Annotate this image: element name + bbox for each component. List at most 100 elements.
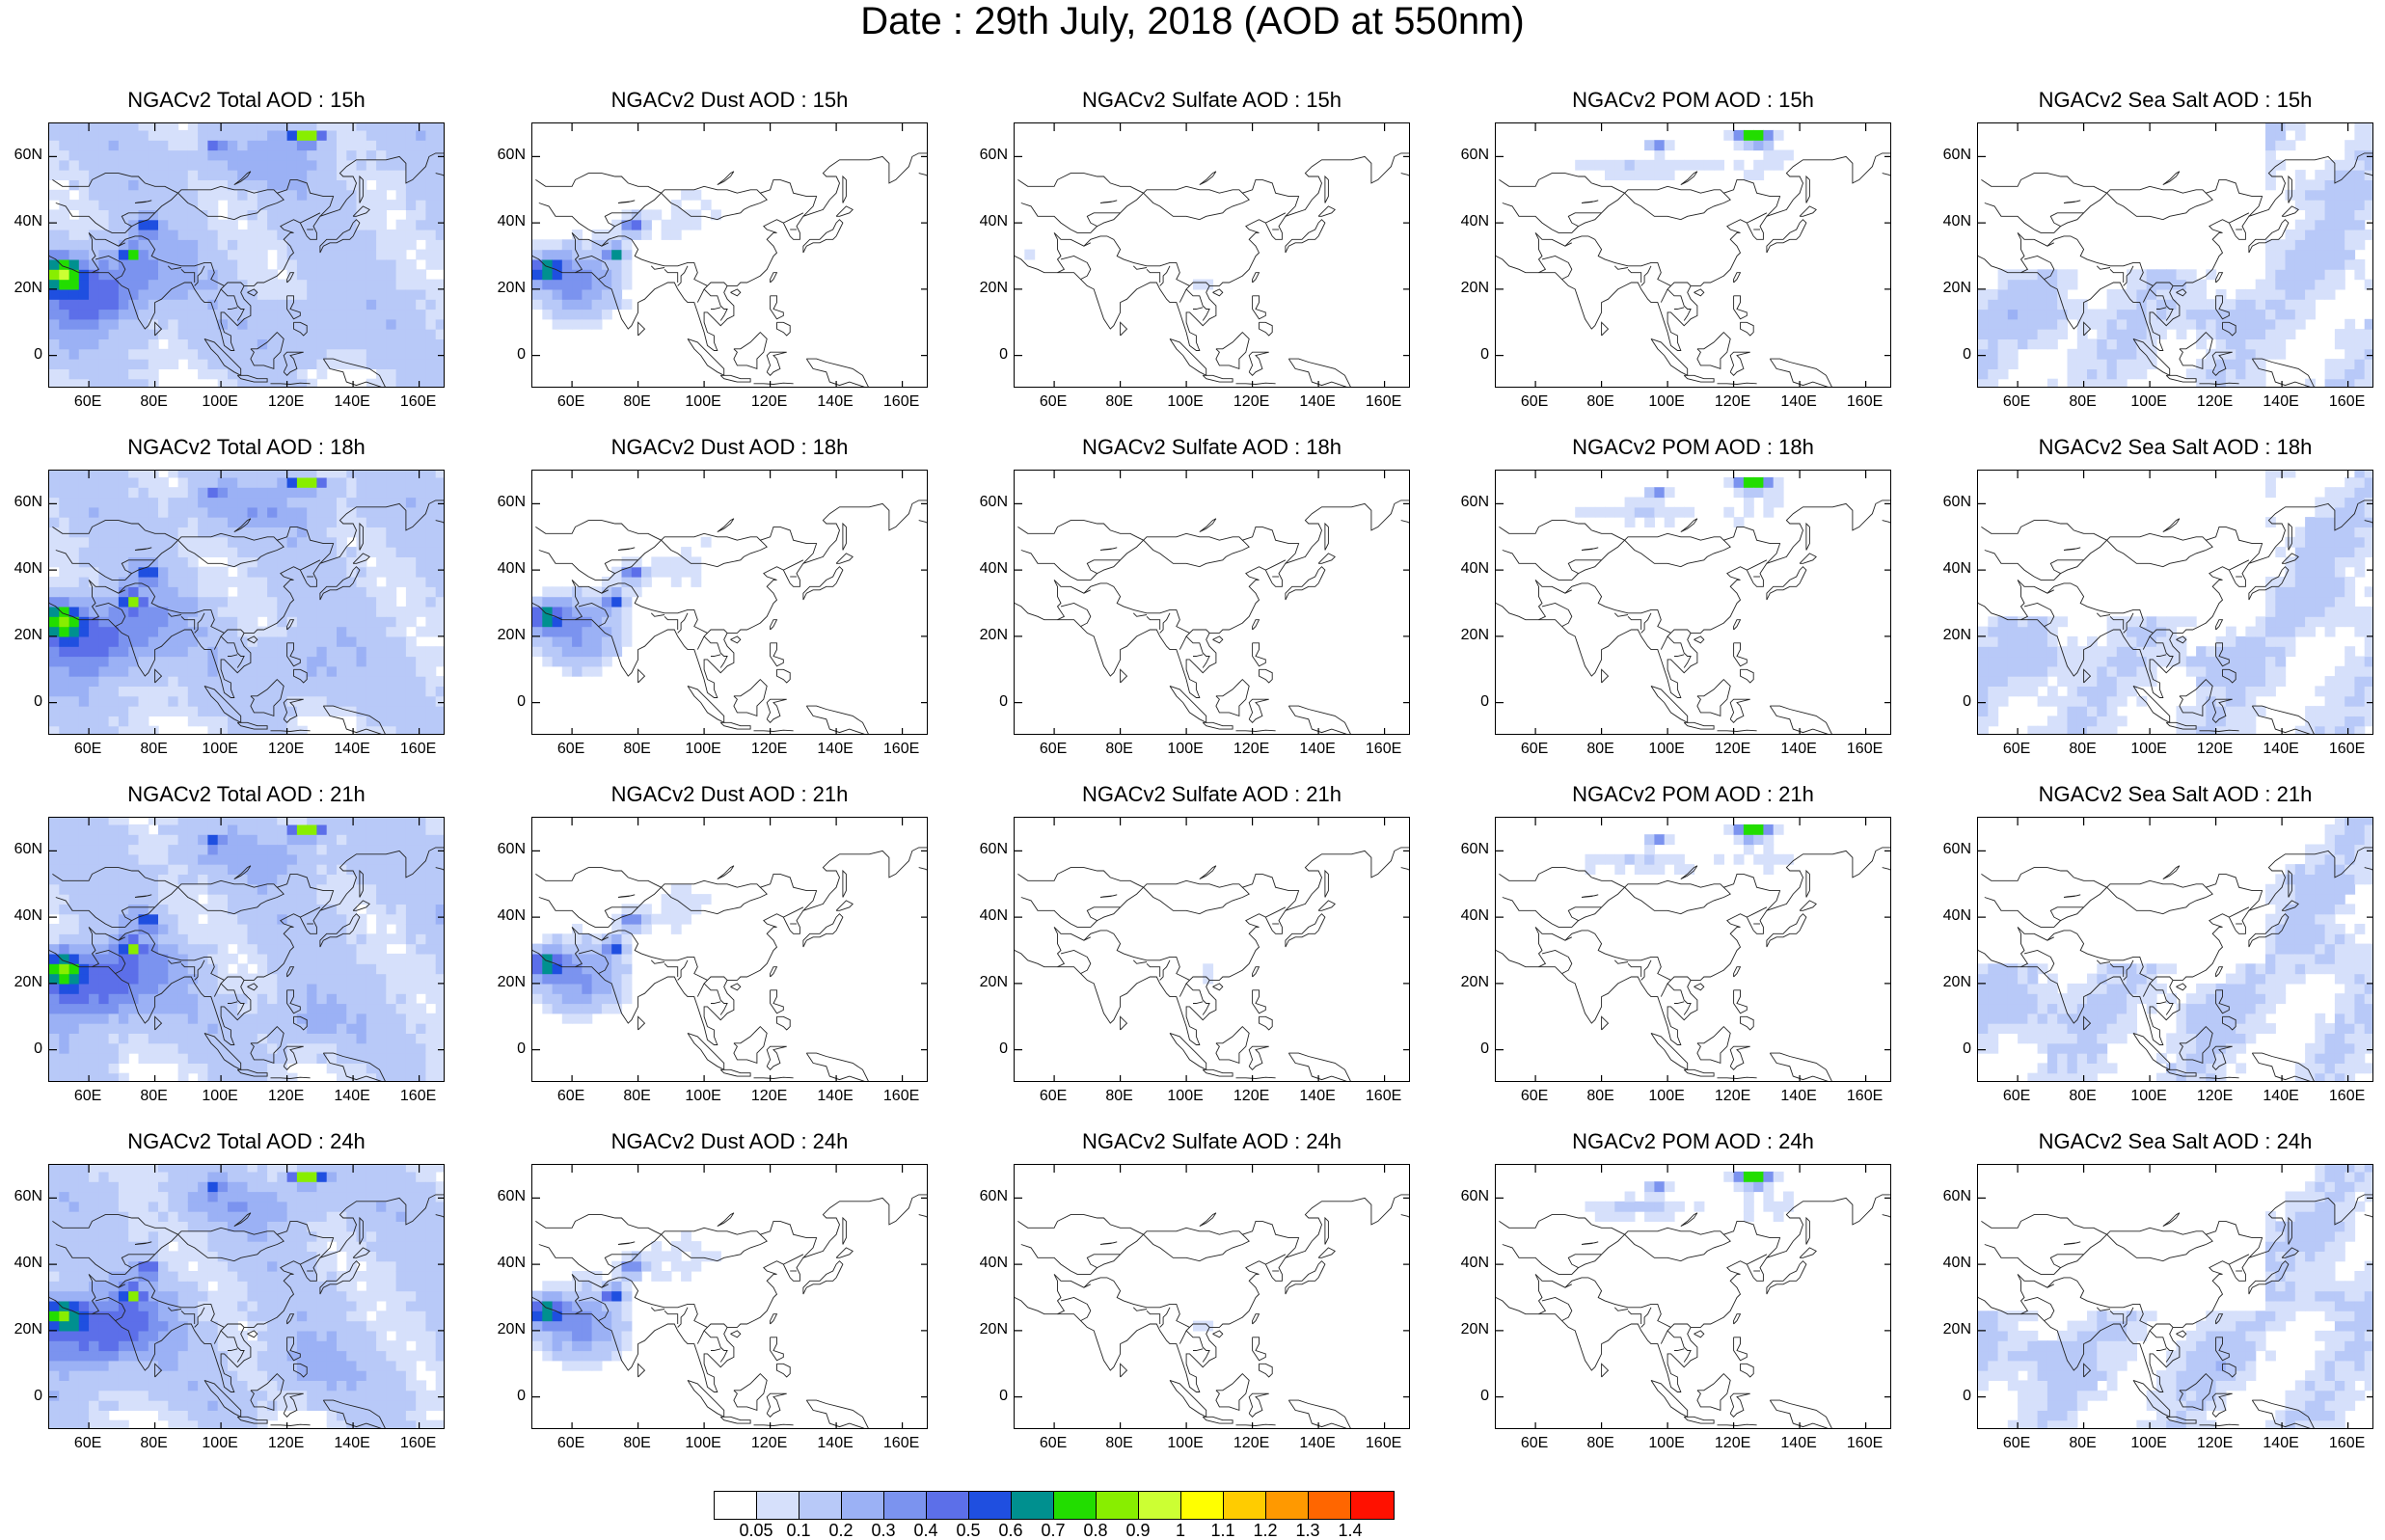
- lon-tick-label: 60E: [1992, 1088, 2041, 1105]
- colorbar-label: 0.8: [1071, 1522, 1120, 1539]
- lon-tick-label: 120E: [262, 1088, 311, 1105]
- map-panel-total-row3: [48, 817, 445, 1082]
- lat-tick-label: 60N: [1933, 1188, 1971, 1205]
- lat-tick-label: 60N: [1450, 147, 1489, 164]
- lon-tick-label: 160E: [394, 1435, 443, 1452]
- lon-tick-label: 140E: [1775, 1088, 1823, 1105]
- lon-tick-label: 60E: [64, 393, 112, 411]
- lon-tick-label: 120E: [745, 1088, 794, 1105]
- coastlines: [1015, 153, 1410, 388]
- aod-shading: [1585, 1172, 1794, 1222]
- lon-tick-label: 160E: [1841, 741, 1889, 758]
- lon-tick-label: 60E: [1029, 1088, 1077, 1105]
- panel-title-sulfate-row3: NGACv2 Sulfate AOD : 21h: [1014, 782, 1410, 807]
- colorbar-swatch: [800, 1492, 842, 1519]
- lat-tick-label: 20N: [1450, 280, 1489, 297]
- colorbar-label: 1.3: [1284, 1522, 1332, 1539]
- lon-tick-label: 160E: [394, 741, 443, 758]
- lon-tick-label: 80E: [1577, 393, 1625, 411]
- lon-tick-label: 120E: [1228, 1435, 1276, 1452]
- panel-title-pom-row1: NGACv2 POM AOD : 15h: [1495, 88, 1891, 113]
- aod-shading: [532, 1231, 721, 1371]
- lat-tick-label: 0: [969, 693, 1008, 711]
- lat-tick-label: 60N: [1933, 494, 1971, 511]
- colorbar-label: 1.2: [1241, 1522, 1289, 1539]
- colorbar-swatch: [715, 1492, 757, 1519]
- lat-tick-label: 40N: [969, 213, 1008, 230]
- lat-tick-label: 0: [969, 346, 1008, 364]
- map-panel-seasalt-row3: [1977, 817, 2373, 1082]
- lat-tick-label: 40N: [487, 213, 526, 230]
- panel-title-total-row3: NGACv2 Total AOD : 21h: [48, 782, 445, 807]
- aod-field-map: [1978, 1165, 2373, 1429]
- lon-tick-label: 120E: [2191, 393, 2239, 411]
- lat-tick-label: 60N: [1450, 494, 1489, 511]
- coastlines: [1015, 1195, 1410, 1429]
- colorbar-swatch: [1097, 1492, 1139, 1519]
- lon-tick-label: 140E: [328, 1088, 376, 1105]
- lon-tick-label: 60E: [547, 741, 595, 758]
- lon-tick-label: 160E: [2323, 1435, 2371, 1452]
- lon-tick-label: 160E: [878, 393, 926, 411]
- lat-tick-label: 60N: [4, 841, 42, 858]
- lat-tick-label: 60N: [1450, 1188, 1489, 1205]
- lon-tick-label: 100E: [2125, 393, 2173, 411]
- lat-tick-label: 40N: [1450, 560, 1489, 578]
- lat-tick-label: 20N: [487, 627, 526, 644]
- lon-tick-label: 120E: [1228, 393, 1276, 411]
- main-title: Date : 29th July, 2018 (AOD at 550nm): [0, 0, 2385, 42]
- panel-title-pom-row2: NGACv2 POM AOD : 18h: [1495, 435, 1891, 460]
- map-panel-seasalt-row1: [1977, 122, 2373, 388]
- lat-tick-label: 60N: [1450, 841, 1489, 858]
- lon-tick-label: 80E: [613, 1435, 662, 1452]
- lat-tick-label: 0: [4, 693, 42, 711]
- lon-tick-label: 160E: [2323, 393, 2371, 411]
- lat-tick-label: 20N: [487, 280, 526, 297]
- lon-tick-label: 60E: [1029, 1435, 1077, 1452]
- lon-tick-label: 100E: [1642, 1435, 1691, 1452]
- panel-title-seasalt-row4: NGACv2 Sea Salt AOD : 24h: [1977, 1129, 2373, 1154]
- map-panel-pom-row4: [1495, 1164, 1891, 1429]
- colorbar-label: 1: [1156, 1522, 1205, 1539]
- colorbar-swatch: [927, 1492, 969, 1519]
- aod-field-map: [532, 1165, 928, 1429]
- lat-tick-label: 40N: [969, 907, 1008, 925]
- aod-shading: [532, 190, 721, 330]
- panel-title-total-row1: NGACv2 Total AOD : 15h: [48, 88, 445, 113]
- lon-tick-label: 140E: [811, 741, 859, 758]
- lon-tick-label: 60E: [547, 1088, 595, 1105]
- lon-tick-label: 160E: [1360, 1435, 1408, 1452]
- lat-tick-label: 40N: [969, 560, 1008, 578]
- map-panel-pom-row2: [1495, 470, 1891, 735]
- aod-field-map: [49, 123, 445, 388]
- lon-tick-label: 140E: [2257, 1435, 2305, 1452]
- panel-title-sulfate-row4: NGACv2 Sulfate AOD : 24h: [1014, 1129, 1410, 1154]
- lon-tick-label: 100E: [196, 1435, 244, 1452]
- colorbar-label: 0.5: [944, 1522, 992, 1539]
- lon-tick-label: 120E: [1709, 1435, 1757, 1452]
- lat-tick-label: 40N: [487, 907, 526, 925]
- lon-tick-label: 80E: [1096, 1435, 1144, 1452]
- panel-title-sulfate-row2: NGACv2 Sulfate AOD : 18h: [1014, 435, 1410, 460]
- coastlines: [1496, 1195, 1891, 1429]
- map-panel-total-row4: [48, 1164, 445, 1429]
- panel-title-seasalt-row3: NGACv2 Sea Salt AOD : 21h: [1977, 782, 2373, 807]
- colorbar-swatch: [1266, 1492, 1309, 1519]
- panel-title-dust-row4: NGACv2 Dust AOD : 24h: [531, 1129, 928, 1154]
- lon-tick-label: 120E: [745, 741, 794, 758]
- lon-tick-label: 140E: [2257, 741, 2305, 758]
- colorbar-swatch: [842, 1492, 884, 1519]
- lon-tick-label: 120E: [1228, 741, 1276, 758]
- lat-tick-label: 0: [487, 1388, 526, 1405]
- lat-tick-label: 0: [1450, 346, 1489, 364]
- panel-title-sulfate-row1: NGACv2 Sulfate AOD : 15h: [1014, 88, 1410, 113]
- colorbar-label: 0.2: [817, 1522, 865, 1539]
- lon-tick-label: 120E: [262, 393, 311, 411]
- aod-shading: [1193, 1321, 1213, 1332]
- aod-shading: [49, 123, 445, 388]
- lon-tick-label: 80E: [613, 741, 662, 758]
- colorbar-swatch: [884, 1492, 927, 1519]
- lon-tick-label: 160E: [1360, 1088, 1408, 1105]
- lat-tick-label: 20N: [969, 627, 1008, 644]
- lat-tick-label: 40N: [1450, 1255, 1489, 1272]
